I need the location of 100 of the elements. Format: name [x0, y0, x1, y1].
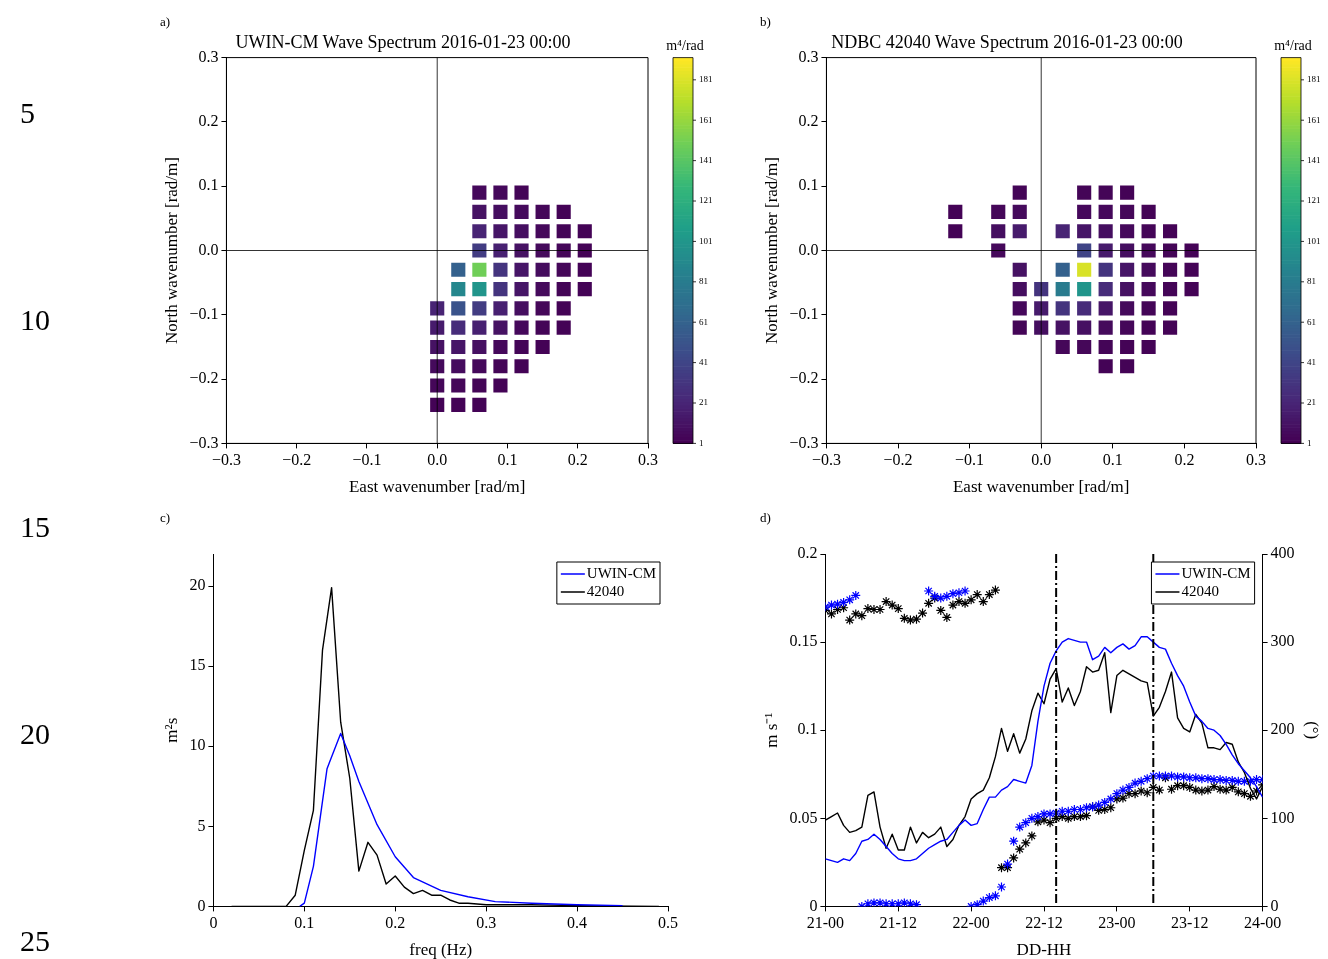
color-bar-label: 101: [1307, 235, 1321, 246]
y-tick-label: −0.3: [789, 433, 819, 451]
color-bar-label: 141: [1307, 154, 1321, 165]
text: b): [760, 13, 771, 29]
y-tick-label: 0.1: [798, 176, 819, 194]
text: c): [160, 509, 171, 525]
text: 15: [20, 510, 50, 544]
x-tick-label: −0.1: [352, 451, 382, 469]
x-axis-title: freq (Hz): [409, 940, 473, 959]
color-bar-label: 81: [699, 276, 708, 287]
y-tick-label: 0: [809, 896, 818, 914]
color-bar-label: 121: [1307, 195, 1321, 206]
color-bar-label: 161: [1307, 114, 1321, 125]
y-tick-label: −0.1: [789, 305, 819, 322]
x-tick-label: 23-12: [1171, 914, 1209, 932]
legend-label: 42040: [1181, 582, 1219, 599]
x-tick-label: 0.0: [1031, 451, 1052, 469]
text: a): [160, 13, 171, 29]
y-tick-label: 10: [189, 736, 206, 754]
y2-tick-label: 300: [1270, 632, 1295, 650]
x-tick-label: −0.1: [955, 451, 985, 469]
x-tick-label: 0.0: [427, 451, 448, 469]
x-tick-label: 22-12: [1025, 914, 1063, 932]
x-tick-label: −0.2: [883, 451, 913, 469]
color-bar-label: 81: [1307, 276, 1316, 287]
y2-tick-label: 400: [1270, 544, 1295, 562]
color-bar-title: m⁴/rad: [1274, 38, 1312, 54]
color-bar-label: 41: [1307, 356, 1316, 367]
legend-label: UWIN-CM: [1181, 564, 1251, 581]
x-axis-title: East wavenumber [rad/m]: [348, 477, 526, 497]
color-bar-label: 21: [1307, 397, 1316, 408]
x-tick-label: 0.1: [497, 451, 518, 469]
text: 25: [20, 924, 50, 958]
y-tick-label: 0.2: [797, 544, 818, 562]
text: d): [760, 509, 771, 525]
color-bar-label: 121: [699, 195, 713, 206]
y-tick-label: 15: [189, 656, 206, 674]
color-bar-label: 41: [699, 356, 708, 367]
y-tick-label: 0.3: [198, 47, 219, 65]
y2-tick-label: 0: [1270, 896, 1279, 914]
y-tick-label: −0.2: [189, 369, 219, 387]
color-bar-title: m⁴/rad: [666, 38, 704, 54]
y-tick-label: −0.1: [189, 305, 219, 322]
x-tick-label: 0.4: [567, 914, 588, 932]
color-bar-label: 181: [699, 74, 713, 85]
x-tick-label: −0.3: [811, 451, 841, 469]
y2-axis-title: (°): [1303, 721, 1323, 740]
y-tick-label: 5: [197, 816, 206, 834]
x-tick-label: 0.1: [1102, 451, 1123, 469]
y-tick-label: 0.2: [198, 112, 219, 130]
y-tick-label: 0.05: [789, 808, 818, 826]
x-tick-label: 21-12: [879, 914, 917, 932]
x-tick-label: 0.1: [294, 914, 315, 932]
y-tick-label: 0.2: [798, 112, 819, 130]
y-axis-title: m s⁻¹: [761, 712, 781, 748]
y-tick-label: 0: [197, 896, 206, 914]
y2-tick-label: 200: [1270, 720, 1295, 738]
y2-tick-label: 100: [1270, 808, 1295, 826]
x-tick-label: 0.2: [567, 451, 588, 469]
x-tick-label: 0.5: [658, 914, 678, 932]
x-tick-label: 23-00: [1098, 914, 1136, 932]
color-bar-label: 1: [1307, 437, 1312, 448]
x-tick-label: 21-00: [806, 914, 845, 932]
y-axis-title: North wavenumber [rad/m]: [161, 157, 181, 344]
x-tick-label: −0.3: [211, 451, 241, 469]
y-tick-label: −0.3: [189, 433, 219, 451]
x-tick-label: 0.3: [638, 451, 658, 469]
legend-label: 42040: [586, 582, 625, 599]
y-axis-title: North wavenumber [rad/m]: [761, 157, 781, 344]
chart-title: UWIN-CM Wave Spectrum 2016-01-23 00:00: [235, 31, 571, 52]
y-tick-label: 20: [189, 576, 206, 594]
color-bar-label: 21: [699, 397, 708, 408]
color-bar-label: 61: [1307, 316, 1316, 327]
x-axis-title: DD-HH: [1016, 940, 1072, 959]
y-tick-label: 0.15: [789, 632, 818, 650]
text: 10: [20, 303, 50, 337]
text: 20: [20, 717, 50, 751]
color-bar-label: 161: [699, 114, 713, 125]
x-tick-label: 24-00: [1243, 914, 1282, 932]
legend-label: UWIN-CM: [586, 564, 656, 581]
x-tick-label: 22-00: [952, 914, 990, 932]
text: 5: [20, 96, 35, 130]
x-tick-label: 0.3: [476, 914, 497, 932]
y-tick-label: 0.1: [797, 720, 818, 738]
chart-title: NDBC 42040 Wave Spectrum 2016-01-23 00:00: [831, 31, 1183, 52]
y-tick-label: 0.0: [798, 240, 819, 258]
y-tick-label: −0.2: [789, 369, 819, 387]
color-bar-label: 181: [1307, 74, 1321, 85]
y-tick-label: 0.3: [798, 47, 819, 65]
color-bar-label: 101: [699, 235, 713, 246]
x-tick-label: 0.2: [1174, 451, 1195, 469]
color-bar-label: 1: [699, 437, 704, 448]
y-axis-title: m²s: [161, 717, 181, 743]
y-tick-label: 0.0: [198, 240, 219, 258]
color-bar-label: 61: [699, 316, 708, 327]
x-tick-label: −0.2: [282, 451, 312, 469]
y-tick-label: 0.1: [198, 176, 219, 194]
color-bar-label: 141: [699, 154, 713, 165]
x-tick-label: 0.2: [385, 914, 406, 932]
x-tick-label: 0.3: [1246, 451, 1266, 469]
